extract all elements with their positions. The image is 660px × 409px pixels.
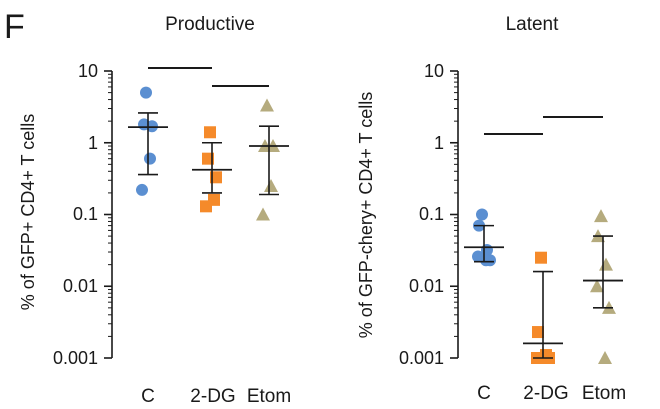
data-point-c: [476, 208, 488, 221]
x-tick-label-c: C: [477, 383, 491, 404]
x-tick-label-etom: Etom: [247, 386, 291, 407]
data-point-2-dg: [204, 126, 216, 139]
data-point-etom: [260, 98, 274, 112]
data-point-etom: [594, 209, 608, 223]
y-tick-label-0-1: 0.1: [73, 204, 98, 224]
y-tick-label-10: 10: [78, 61, 98, 81]
y-axis-label-productive: % of GFP+ CD4+ T cells: [18, 114, 38, 310]
panel-letter: F: [4, 8, 25, 46]
y-tick-label-0-01: 0.01: [409, 276, 444, 296]
data-point-2-dg: [535, 251, 547, 264]
y-axis-label-latent: % of GFP-chery+ CD4+ T cells: [356, 92, 376, 338]
data-point-etom: [590, 279, 604, 293]
data-point-2-dg: [210, 171, 222, 184]
data-point-c: [480, 254, 492, 267]
x-tick-label-2dg: 2-DG: [523, 383, 568, 404]
y-tick-label-10: 10: [424, 61, 444, 81]
y-tick-label-0-1: 0.1: [419, 204, 444, 224]
data-point-etom: [256, 207, 270, 221]
y-tick-label-0-001: 0.001: [53, 348, 98, 368]
data-point-c: [140, 86, 152, 99]
data-point-etom: [264, 178, 278, 192]
y-tick-label-1: 1: [434, 133, 444, 153]
y-tick-label-0-001: 0.001: [399, 348, 444, 368]
data-point-2-dg: [200, 200, 212, 213]
y-tick-label-0-01: 0.01: [63, 276, 98, 296]
latent-panel: Latent % of GFP-chery+ CD4+ T cells C 2-…: [356, 14, 626, 404]
data-point-c: [146, 120, 158, 133]
data-point-2-dg: [202, 152, 214, 165]
y-tick-label-1: 1: [88, 133, 98, 153]
x-tick-label-etom: Etom: [582, 383, 626, 404]
data-point-etom: [598, 351, 612, 364]
chart-title-productive: Productive: [165, 14, 255, 35]
data-point-2-dg: [532, 326, 544, 339]
x-tick-label-2dg: 2-DG: [190, 386, 235, 407]
chart-title-latent: Latent: [506, 14, 560, 35]
x-tick-label-c: C: [141, 386, 155, 407]
data-point-c: [144, 152, 156, 165]
data-point-etom: [599, 257, 613, 271]
productive-panel: Productive % of GFP+ CD4+ T cells C 2-DG…: [18, 14, 291, 407]
data-point-c: [136, 183, 148, 196]
